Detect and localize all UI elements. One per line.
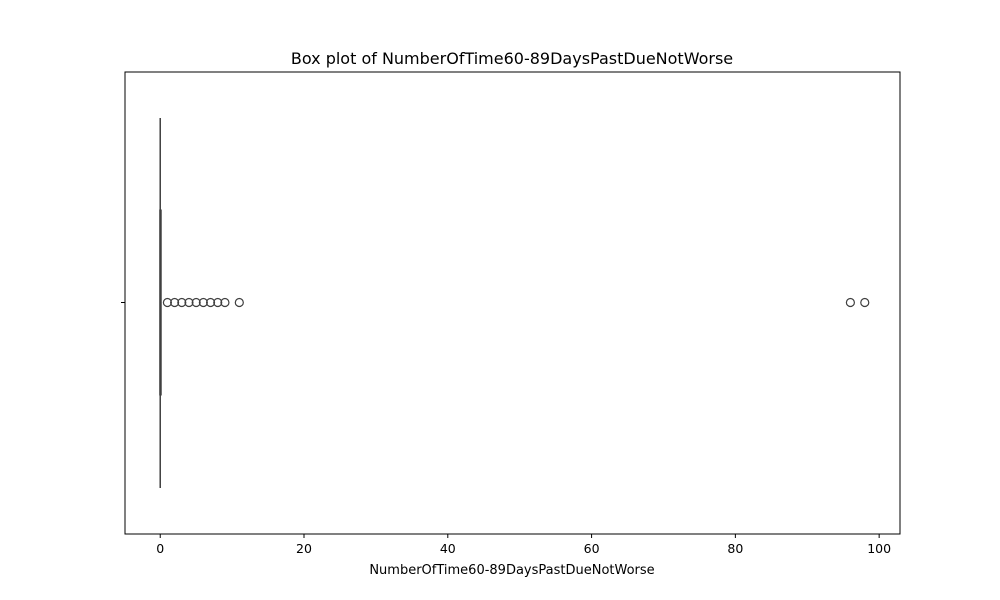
chart-title: Box plot of NumberOfTime60-89DaysPastDue… — [291, 49, 733, 68]
outlier-point — [845, 297, 855, 308]
x-tick-label: 60 — [584, 541, 600, 556]
x-tick-label: 40 — [440, 541, 456, 556]
outlier-point — [198, 297, 208, 308]
outlier-point — [860, 297, 870, 308]
outlier-point — [213, 297, 223, 308]
outlier-point — [191, 297, 201, 308]
x-tick-label: 20 — [296, 541, 312, 556]
plot-frame — [124, 71, 901, 535]
x-axis-ticks: 0 20 40 60 80 100 — [156, 534, 891, 556]
x-axis-label: NumberOfTime60-89DaysPastDueNotWorse — [369, 563, 654, 578]
outlier-point — [220, 297, 230, 308]
outlier-point — [177, 297, 187, 308]
outlier-point — [162, 297, 173, 308]
outlier-point — [184, 297, 194, 308]
x-tick-label: 80 — [727, 541, 743, 556]
plot-marks — [159, 118, 870, 488]
outlier-point — [234, 297, 244, 308]
x-tick-label: 0 — [156, 541, 164, 556]
outlier-point — [170, 297, 180, 308]
x-tick-label: 100 — [867, 541, 891, 556]
outlier-point — [205, 297, 216, 308]
